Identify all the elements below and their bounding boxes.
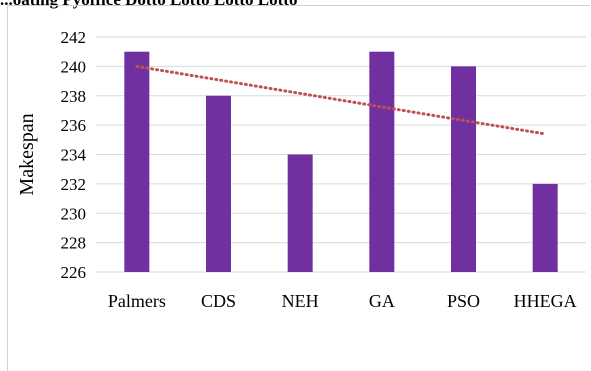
x-tick-label: Palmers xyxy=(108,291,166,311)
x-tick-label: HHEGA xyxy=(514,291,577,311)
bar xyxy=(287,154,313,272)
y-tick-labels: 226 228 230 232 234 236 238 240 242 xyxy=(61,28,87,282)
y-tick-label: 238 xyxy=(61,87,87,106)
gridlines xyxy=(96,36,586,273)
x-tick-label: CDS xyxy=(201,291,236,311)
x-tick-label: PSO xyxy=(447,291,480,311)
y-tick-label: 234 xyxy=(61,146,87,165)
bar xyxy=(206,95,231,272)
y-tick-label: 228 xyxy=(61,234,87,253)
trendline xyxy=(135,64,547,136)
trendline-path xyxy=(135,64,547,136)
y-axis-label: Makespan xyxy=(16,113,38,195)
chart-frame xyxy=(7,5,590,371)
x-tick-label: GA xyxy=(369,291,395,311)
y-tick-label: 236 xyxy=(61,116,87,135)
y-tick-label: 240 xyxy=(61,57,87,76)
y-tick-label: 230 xyxy=(61,204,87,223)
y-tick-label: 226 xyxy=(61,263,87,282)
y-tick-label: 232 xyxy=(61,175,87,194)
y-tick-label: 242 xyxy=(61,28,87,47)
bar xyxy=(532,183,558,272)
bars xyxy=(124,51,558,272)
bar xyxy=(451,66,476,272)
cropped-header-text: ...oating Pyoffice Dotto Lotto Lotto Lot… xyxy=(0,0,591,10)
bar xyxy=(369,51,395,272)
x-tick-labels: Palmers CDS NEH GA PSO HHEGA xyxy=(108,291,577,311)
x-tick-label: NEH xyxy=(282,291,319,311)
bar xyxy=(124,51,150,272)
